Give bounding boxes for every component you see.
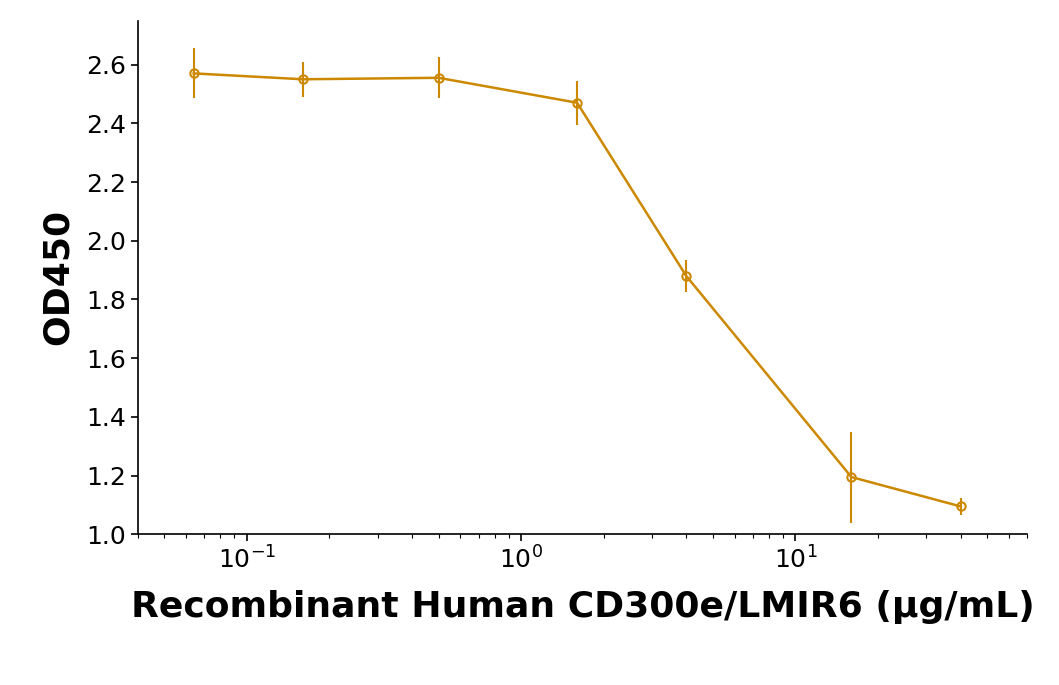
X-axis label: Recombinant Human CD300e/LMIR6 (μg/mL): Recombinant Human CD300e/LMIR6 (μg/mL) [130, 590, 1035, 624]
Y-axis label: OD450: OD450 [40, 210, 75, 345]
